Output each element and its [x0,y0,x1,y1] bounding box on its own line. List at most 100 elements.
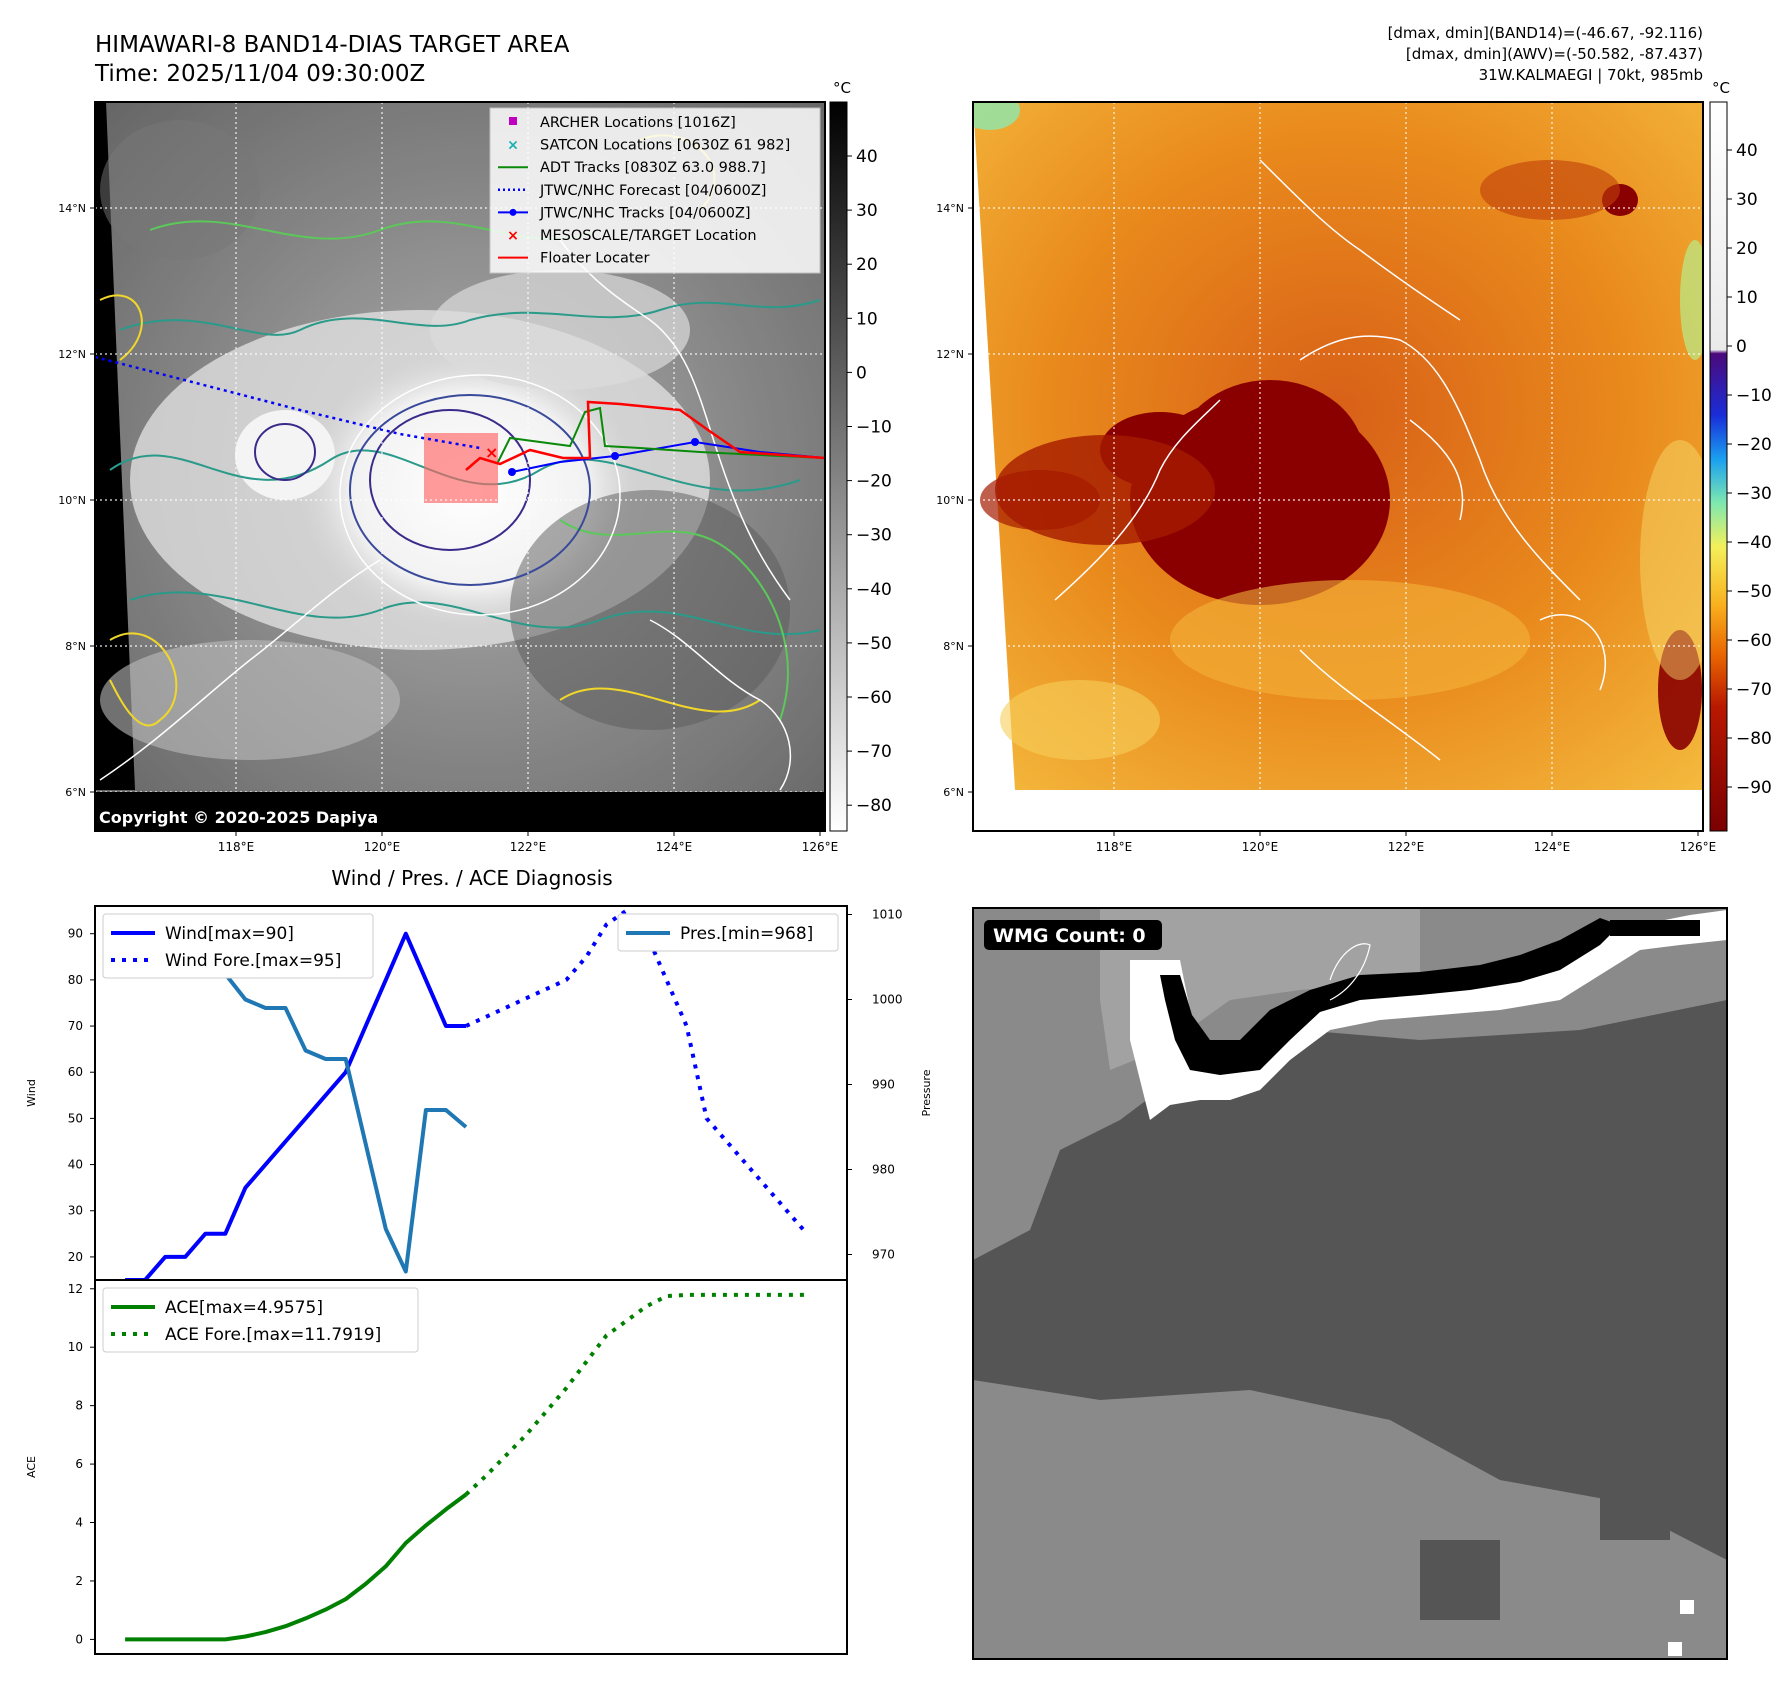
map-lat-label: 6°N [943,786,964,799]
colorbar-tick-label: −40 [856,580,892,600]
chart-y2label: Pressure [920,1069,933,1116]
chart-series-line [125,931,466,1282]
chart-legend-label: Wind[max=90] [165,924,294,944]
map-lat-label: 12°N [58,348,86,361]
chart-ytick-label: 0 [75,1632,83,1646]
map1-jtwc-track-marker [611,452,619,460]
info-storm: 31W.KALMAEGI | 70kt, 985mb [1479,66,1703,84]
colorbar-tick-label: −10 [1736,386,1772,406]
wind-pressure-chart: 20 30 40 50 60 70 80 90 970 980 990 1000 1010 Wind Pre… [25,905,933,1282]
svg-text:×: × [507,228,519,244]
colorbar-tick-label: −70 [856,742,892,762]
map-lat-label: 12°N [936,348,964,361]
chart-ytick-label: 50 [68,1111,83,1125]
map1-colorbar-unit: °C [833,79,851,97]
map-lat-label: 10°N [936,494,964,507]
chart-series-line [465,908,809,1236]
figure-title: HIMAWARI-8 BAND14-DIAS TARGET AREA [95,32,570,58]
chart-ytick-label: 70 [68,1019,83,1033]
colorbar-tick-label: −30 [856,526,892,546]
map1-jtwc-track-marker [691,438,699,446]
chart-ytick-label: 40 [68,1158,83,1172]
chart-ylabel: ACE [25,1456,38,1478]
colorbar-tick-label: −70 [1736,680,1772,700]
map1-legend-label: JTWC/NHC Forecast [04/0600Z] [539,183,766,199]
chart-y2tick-label: 980 [872,1163,895,1177]
map-lat-label: 6°N [65,786,86,799]
chart-ytick-label: 80 [68,973,83,987]
map1-legend-symbol: × [507,138,519,154]
colorbar-tick-label: −20 [856,472,892,492]
colorbar-tick-label: −30 [1736,484,1772,504]
map-lat-label: 8°N [943,640,964,653]
chart-series-line [125,1492,468,1642]
colorbar-tick-label: 30 [856,201,878,221]
chart-y2tick-label: 990 [872,1078,895,1092]
map1-jtwc-track-marker [508,468,516,476]
colorbar-tick-label: 10 [856,309,878,329]
map1-legend: ARCHER Locations [1016Z] × SATCON Location… [489,107,821,274]
map1-adt-track [497,406,825,463]
colorbar-tick-label: −40 [1736,533,1772,553]
map1-jtwc-forecast [95,355,481,450]
map-lat-label: 8°N [65,640,86,653]
chart-ytick-label: 8 [75,1399,83,1413]
map-lon-label: 118°E [1096,840,1133,854]
chart-y2tick-label: 1000 [872,993,903,1007]
map2-axes: 14°N 12°N 10°N 8°N 6°N 118°E 120°E 122°E 124°E 12… [936,202,1716,854]
colorbar-tick-label: 30 [1736,190,1758,210]
chart-ytick-label: 4 [75,1516,83,1530]
map1-legend-label: MESOSCALE/TARGET Location [540,228,757,244]
chart-ytick-label: 2 [75,1574,83,1588]
map2-colorbar-ticks: 40 30 20 10 0 −10 −20 −30 −40 −50 −60 −70 −80 −90 [1727,141,1772,798]
colorbar-tick-label: 20 [856,255,878,275]
map-lon-label: 124°E [1534,840,1571,854]
colorbar-tick-label: 40 [1736,141,1758,161]
colorbar-tick-label: −50 [856,634,892,654]
map1-colorbar-ticks: 40 30 20 10 0 −10 −20 −30 −40 −50 −60 −70 −80 [847,147,892,816]
chart-ytick-label: 20 [68,1250,83,1264]
map2-colorbar-unit: °C [1712,79,1730,97]
map2-panel: °C 403020100−10−20−30−40−50−60−70−80−90 … [936,79,1772,854]
map-lon-label: 122°E [510,840,547,854]
map1-legend-symbol: × [507,228,519,244]
map2-imagery [973,102,1703,831]
chart-legend-label: ACE[max=4.9575] [165,1298,323,1318]
chart-legend-label: Wind Fore.[max=95] [165,951,341,971]
map1-legend-symbol [509,117,517,125]
map1-legend-label: Floater Locater [540,251,649,267]
chart-ytick-label: 12 [68,1282,83,1296]
map1-frame [94,101,826,832]
map-lon-label: 120°E [364,840,401,854]
chart-ytick-label: 10 [68,1340,83,1354]
map1-legend-label: ADT Tracks [0830Z 63.0 988.7] [540,160,766,176]
chart-legend-box [617,913,839,952]
map-lon-label: 120°E [1242,840,1279,854]
map-lon-label: 118°E [218,840,255,854]
colorbar-tick-label: −80 [1736,729,1772,749]
chart-ytick-label: 6 [75,1457,83,1471]
diagnosis-title: Wind / Pres. / ACE Diagnosis [331,866,612,890]
map1-panel: × Copyright © 2020-2025 Dapiya ARCHER Lo… [58,79,892,854]
chart-ylabel: Wind [25,1079,38,1107]
map2-colorbar [1709,101,1728,832]
map1-legend-label: ARCHER Locations [1016Z] [540,115,736,131]
map-lat-label: 10°N [58,494,86,507]
colorbar-tick-label: −60 [1736,631,1772,651]
wmg-panel: WMG Count: 0 [972,907,1728,1660]
chart-legend-label: ACE Fore.[max=11.7919] [165,1325,381,1345]
colorbar-tick-label: 0 [1736,337,1747,357]
svg-text:×: × [507,138,519,154]
map1-legend-symbol [498,208,528,216]
chart-legend-box [102,913,374,979]
wmg-imagery [973,908,1727,1659]
figure-time: Time: 2025/11/04 09:30:00Z [94,61,425,87]
colorbar-tick-label: −90 [1736,778,1772,798]
map-lon-label: 126°E [1680,840,1717,854]
map-lon-label: 126°E [802,840,839,854]
colorbar-tick-label: −10 [856,418,892,438]
map1-floater-track [465,400,825,471]
map-lat-label: 14°N [936,202,964,215]
